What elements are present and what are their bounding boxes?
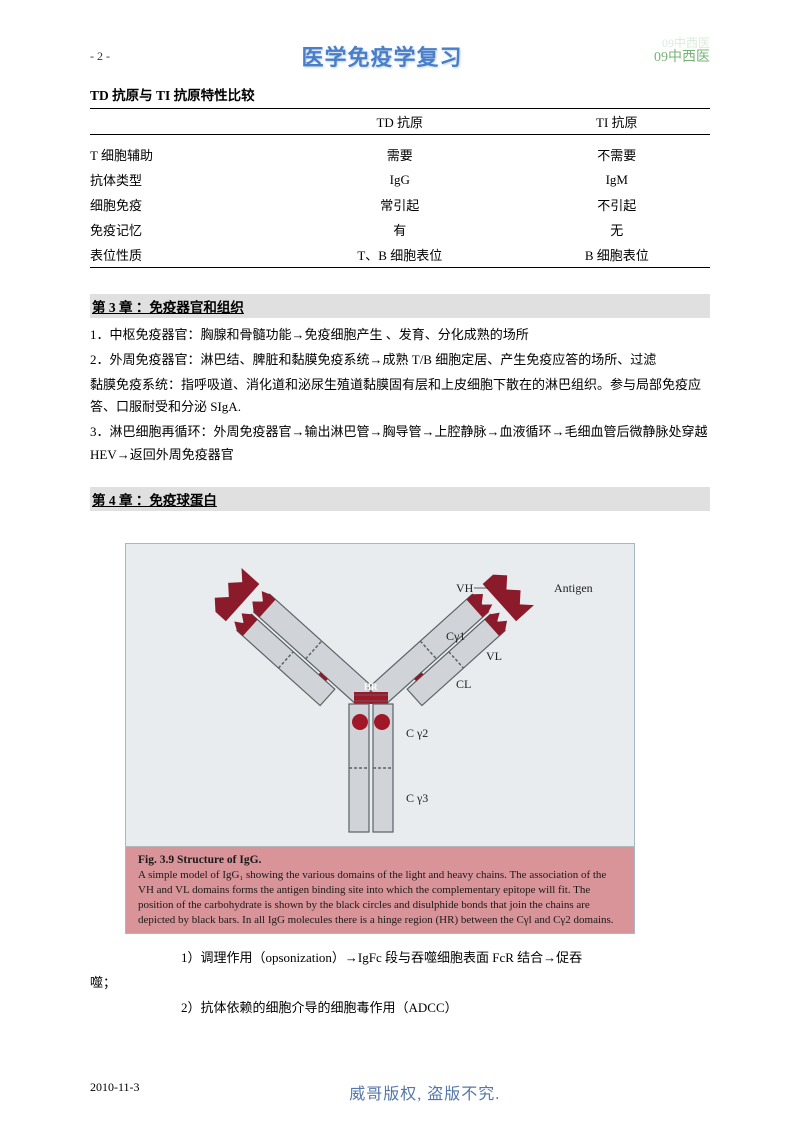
body-text: 1．中枢免疫器官：胸腺和骨髓功能→免疫细胞产生 、发育、分化成熟的场所 <box>90 324 710 347</box>
label-antigen: Antigen <box>554 581 593 595</box>
chapter3-heading: 第 3 章 ：免疫器官和组织 <box>90 294 710 318</box>
table-row: 免疫记忆有无 <box>90 217 710 242</box>
label-cg2: C γ2 <box>406 726 428 740</box>
page-title: 医学免疫学复习 <box>301 40 462 72</box>
col-td: TD 抗原 <box>276 109 524 135</box>
comparison-table: TD 抗原 TI 抗原 T 细胞辅助需要不需要 抗体类型IgGIgM 细胞免疫常… <box>90 108 710 268</box>
table-row: 细胞免疫常引起不引起 <box>90 192 710 217</box>
antibody-svg: VH Antigen Cγ1 VL CL HR C γ2 C γ3 <box>136 562 626 842</box>
footer-date: 2010-11-3 <box>90 1080 140 1104</box>
body-text: 黏膜免疫系统：指呼吸道、消化道和泌尿生殖道黏膜固有层和上皮细胞下散在的淋巴组织。… <box>90 374 710 420</box>
label-cg3: C γ3 <box>406 791 428 805</box>
body-text: 3．淋巴细胞再循环：外周免疫器官→输出淋巴管→胸导管→上腔静脉→血液循环→毛细血… <box>90 421 710 467</box>
chapter4-heading: 第 4 章 ：免疫球蛋白 <box>90 487 710 511</box>
table-row: 表位性质T、B 细胞表位B 细胞表位 <box>90 242 710 268</box>
label-hr: HR <box>364 682 378 692</box>
table-row: 抗体类型IgGIgM <box>90 167 710 192</box>
label-vh: VH <box>456 581 474 595</box>
figure-caption: Fig. 3.9 Structure of IgG. A simple mode… <box>126 846 634 934</box>
igg-diagram: VH Antigen Cγ1 VL CL HR C γ2 C γ3 Fig. 3… <box>125 543 635 935</box>
table-row: T 细胞辅助需要不需要 <box>90 135 710 168</box>
page-number: - 2 - <box>90 49 110 64</box>
body-text: 1）调理作用（opsonization）→IgFc 段与吞噬细胞表面 FcR 结… <box>90 946 710 1020</box>
label-cg1: Cγ1 <box>446 629 465 643</box>
footer-copyright: 威哥版权, 盗版不究. <box>349 1080 500 1104</box>
watermark: 09中西医 09中西医 <box>654 46 710 66</box>
table-title: TD 抗原与 TI 抗原特性比较 <box>90 84 710 104</box>
body-text: 2．外周免疫器官：淋巴结、脾脏和黏膜免疫系统→成熟 T/B 细胞定居、产生免疫应… <box>90 349 710 372</box>
col-ti: TI 抗原 <box>524 109 710 135</box>
label-cl: CL <box>456 677 471 691</box>
label-vl: VL <box>486 649 502 663</box>
